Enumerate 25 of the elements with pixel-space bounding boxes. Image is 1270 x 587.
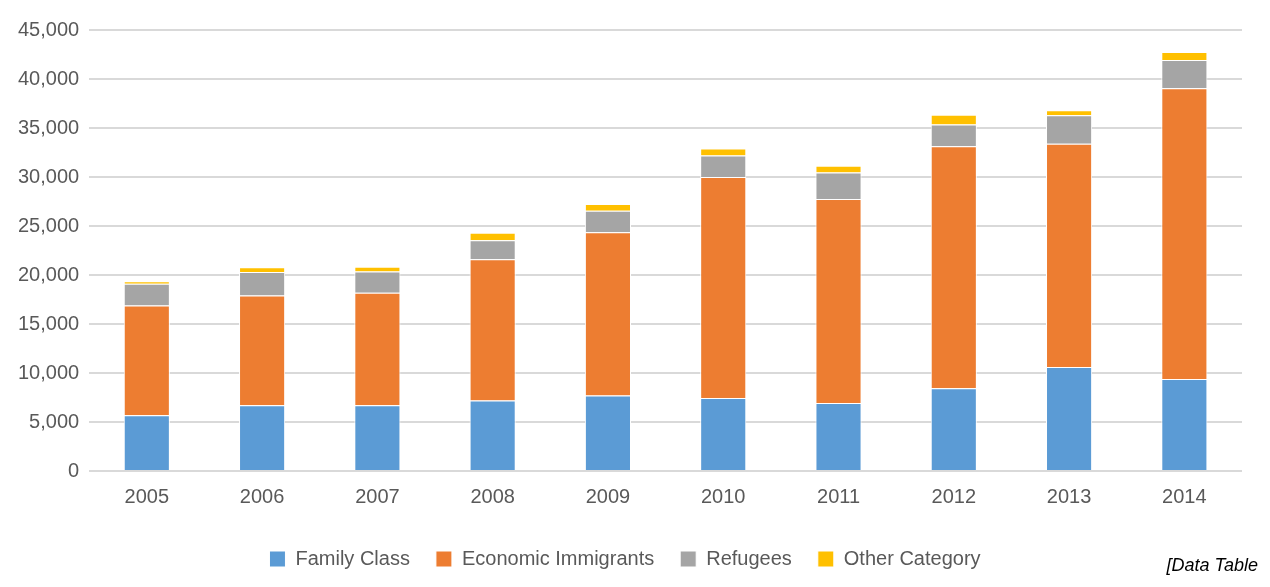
x-tick-label: 2013 [1046, 484, 1092, 507]
y-tick-label: 0 [68, 458, 80, 481]
text: [Data Table [1165, 555, 1258, 575]
x-tick-label: 2006 [239, 484, 285, 507]
y-tick-label: 5,000 [29, 409, 80, 432]
y-tick-label: 25,000 [18, 213, 80, 236]
x-tick-label: 2008 [470, 484, 515, 507]
legend-label: Family Class [295, 546, 410, 569]
x-tick-label: 2014 [1162, 484, 1207, 507]
x-tick-label: 2012 [931, 484, 977, 507]
x-tick-label: 2009 [585, 484, 631, 507]
y-tick-label: 10,000 [18, 360, 80, 383]
x-tick-label: 2005 [124, 484, 170, 507]
legend-label: Other Category [843, 546, 981, 569]
legend-label: Economic Immigrants [461, 546, 655, 569]
y-tick-label: 30,000 [18, 164, 80, 187]
y-tick-label: 35,000 [18, 115, 80, 138]
x-tick-label: 2007 [355, 484, 400, 507]
x-tick-label: 2011 [817, 484, 861, 507]
legend-label: Refugees [706, 546, 792, 569]
y-tick-label: 45,000 [18, 17, 80, 40]
y-tick-label: 20,000 [18, 262, 80, 285]
y-tick-label: 40,000 [18, 66, 80, 89]
y-tick-label: 15,000 [18, 311, 80, 334]
x-tick-label: 2010 [700, 484, 746, 507]
